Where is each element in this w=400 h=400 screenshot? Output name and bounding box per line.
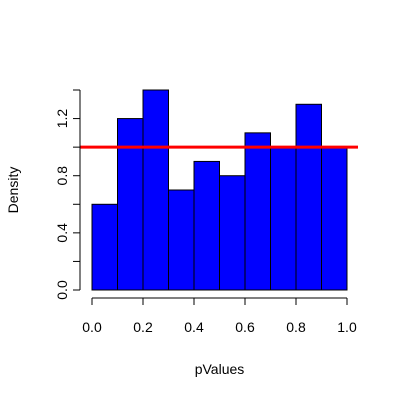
histogram-bar <box>142 89 169 291</box>
y-tick-label: 0.8 <box>54 166 70 186</box>
x-tick-label: 0.8 <box>286 319 306 335</box>
x-tick-label: 0.0 <box>82 319 102 335</box>
histogram-bar <box>295 103 322 291</box>
y-tick-label: 1.2 <box>54 109 70 129</box>
x-axis: 0.0 0.2 0.4 0.6 0.8 1.0 <box>82 297 357 335</box>
histogram-bar <box>117 118 144 291</box>
histogram-bar <box>193 160 220 291</box>
x-tick-label: 0.2 <box>133 319 153 335</box>
y-axis: 0.0 0.4 0.8 1.2 <box>54 89 81 300</box>
bars-group <box>91 89 348 291</box>
histogram-bar <box>168 189 195 291</box>
histogram-bar <box>219 175 246 291</box>
x-tick-label: 1.0 <box>337 319 357 335</box>
histogram-bar <box>270 146 297 291</box>
y-axis-title: Density <box>5 167 21 214</box>
y-tick-label: 0.4 <box>54 223 70 243</box>
histogram-bar <box>91 203 118 291</box>
x-axis-title: pValues <box>195 361 245 377</box>
y-tick-label: 0.0 <box>54 280 70 300</box>
x-tick-label: 0.6 <box>235 319 255 335</box>
histogram-bar <box>244 132 271 291</box>
x-tick-label: 0.4 <box>184 319 204 335</box>
histogram-bar <box>321 146 348 291</box>
